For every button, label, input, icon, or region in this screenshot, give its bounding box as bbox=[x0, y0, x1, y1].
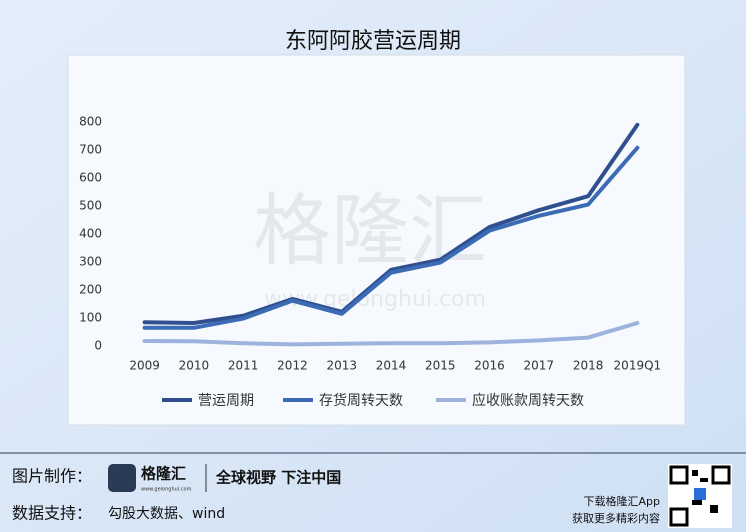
x-tick-label: 2009 bbox=[129, 359, 160, 373]
x-tick-label: 2017 bbox=[524, 359, 555, 373]
logo-url: www.gelonghui.com bbox=[141, 487, 192, 493]
x-tick-label: 2010 bbox=[179, 359, 210, 373]
qr-code bbox=[668, 464, 732, 528]
app-line2: 获取更多精彩内容 bbox=[572, 511, 660, 525]
x-tick-label: 2016 bbox=[474, 359, 505, 373]
series-line bbox=[142, 122, 640, 326]
y-tick-label: 500 bbox=[79, 199, 102, 213]
x-tick-label: 2011 bbox=[228, 359, 259, 373]
series-line bbox=[142, 321, 640, 347]
y-tick-label: 400 bbox=[79, 227, 102, 241]
y-tick-label: 200 bbox=[79, 283, 102, 297]
series-line bbox=[142, 145, 640, 330]
logo-icon bbox=[108, 464, 136, 492]
x-tick-label: 2018 bbox=[573, 359, 604, 373]
app-line1: 下载格隆汇App bbox=[584, 494, 661, 508]
legend-label: 应收账款周转天数 bbox=[472, 392, 584, 409]
watermark-brand: 格隆汇 bbox=[253, 186, 487, 276]
y-tick-label: 800 bbox=[79, 115, 102, 129]
logo-name: 格隆汇 bbox=[141, 465, 186, 483]
footer-data-source: 勾股大数据、wind bbox=[108, 506, 225, 522]
x-tick-label: 2012 bbox=[277, 359, 308, 373]
y-tick-label: 100 bbox=[79, 311, 102, 325]
legend-label: 存货周转天数 bbox=[319, 392, 403, 409]
footer-made-by: 图片制作： bbox=[12, 467, 92, 486]
x-tick-label: 2019Q1 bbox=[614, 359, 662, 373]
y-tick-label: 0 bbox=[94, 339, 102, 353]
y-tick-label: 600 bbox=[79, 171, 102, 185]
x-tick-label: 2015 bbox=[425, 359, 456, 373]
chart-panel bbox=[67, 54, 686, 426]
x-tick-label: 2014 bbox=[376, 359, 407, 373]
y-tick-label: 700 bbox=[79, 143, 102, 157]
x-tick-label: 2013 bbox=[326, 359, 357, 373]
chart-title: 东阿阿胶营运周期 bbox=[285, 29, 461, 54]
y-tick-label: 300 bbox=[79, 255, 102, 269]
footer-data-label: 数据支持： bbox=[12, 504, 92, 523]
legend-label: 营运周期 bbox=[198, 393, 254, 409]
footer-slogan: 全球视野 下注中国 bbox=[215, 469, 341, 487]
